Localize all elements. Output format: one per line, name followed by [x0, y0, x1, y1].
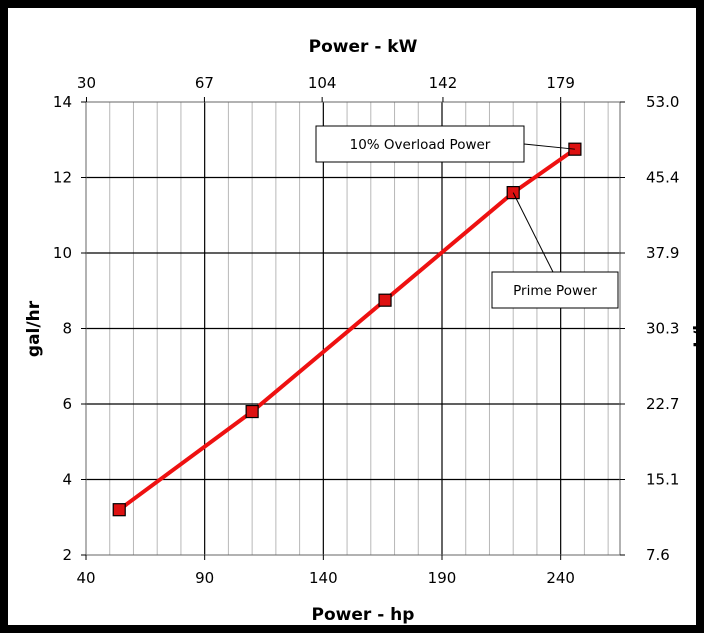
data-point-marker: [245, 404, 259, 419]
x-tick-label: 40: [76, 569, 95, 587]
y-tick-label: 4: [62, 471, 72, 489]
x-tick-label: 190: [428, 569, 457, 587]
top-tick-label: 30: [77, 74, 96, 92]
overload-callout-label: 10% Overload Power: [350, 137, 491, 153]
right-tick-label: 7.6: [646, 546, 670, 564]
right-tick-label: 37.9: [646, 244, 679, 262]
top-tick-label: 104: [308, 74, 337, 92]
right-axis-ticks: 7.6 15.1 22.7 30.3 37.9 45.4 53.0: [620, 93, 679, 564]
right-tick-label: 45.4: [646, 169, 679, 187]
y-tick-label: 2: [62, 546, 72, 564]
overload-leader-line: [523, 143, 575, 150]
top-tick-label: 179: [546, 74, 575, 92]
x-axis-title: Power - hp: [312, 605, 415, 625]
prime-leader-line: [512, 192, 554, 273]
series-layer: [112, 142, 582, 517]
left-axis-ticks: 2 4 6 8 10 12 14: [53, 93, 86, 564]
top-axis-title: Power - kW: [309, 37, 418, 57]
right-axis-title: L/hr: [691, 310, 704, 348]
bottom-axis-ticks: 40 90 140 190 240: [76, 555, 575, 587]
y-axis-title: gal/hr: [24, 300, 44, 357]
right-tick-label: 30.3: [646, 320, 679, 338]
prime-callout-label: Prime Power: [513, 283, 597, 299]
data-point-marker: [112, 503, 126, 517]
prime-callout: Prime Power: [491, 192, 619, 309]
y-tick-label: 8: [62, 320, 72, 338]
fuel-consumption-chart: 40 90 140 190 240 2 4 6 8 10 12 14 30 67 104 142 179 7…: [24, 37, 704, 625]
right-tick-label: 53.0: [646, 93, 679, 111]
data-point-marker: [378, 293, 392, 307]
y-tick-label: 14: [53, 93, 72, 111]
y-tick-label: 6: [62, 395, 72, 413]
overload-callout: 10% Overload Power: [315, 125, 575, 163]
top-tick-label: 142: [429, 74, 458, 92]
prime-callout-box: [491, 271, 619, 309]
right-tick-label: 15.1: [646, 471, 679, 489]
right-tick-label: 22.7: [646, 395, 679, 413]
top-axis-ticks: 30 67 104 142 179: [77, 74, 575, 102]
x-tick-label: 90: [195, 569, 214, 587]
x-tick-label: 140: [309, 569, 338, 587]
x-tick-label: 240: [546, 569, 575, 587]
y-tick-label: 12: [53, 169, 72, 187]
overload-callout-box: [315, 125, 525, 163]
top-tick-label: 67: [195, 74, 214, 92]
y-tick-label: 10: [53, 244, 72, 262]
